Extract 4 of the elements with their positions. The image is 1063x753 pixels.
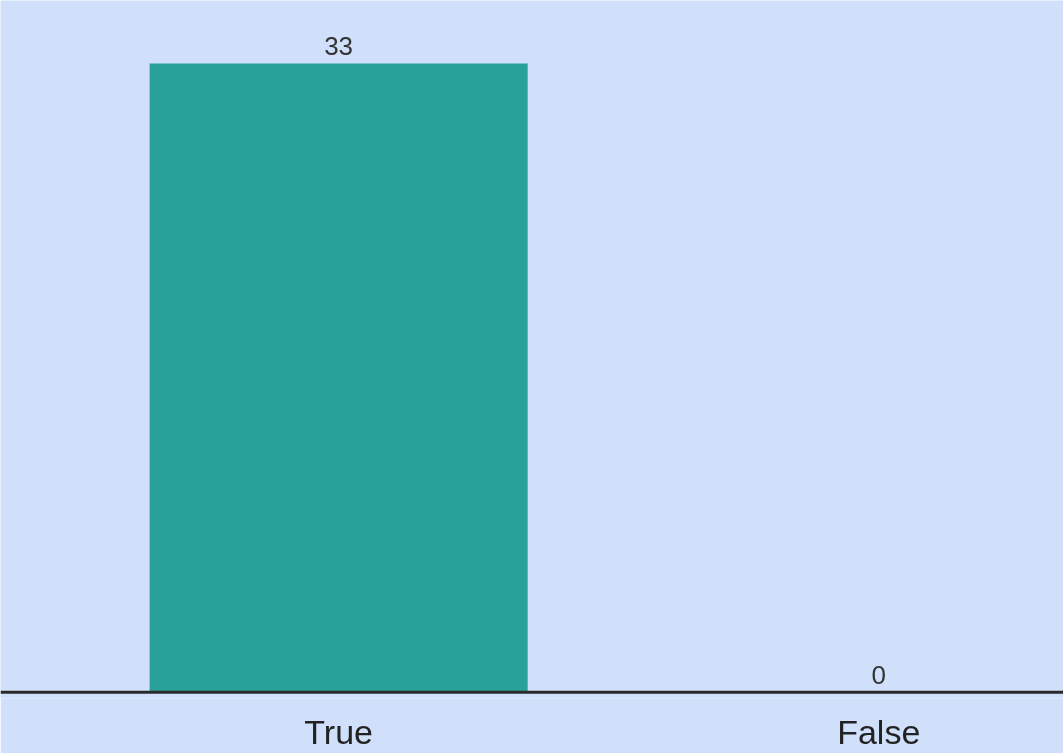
x-tick-label: True — [304, 712, 373, 751]
data-label: 0 — [871, 660, 887, 691]
data-label: 33 — [324, 31, 354, 62]
x-tick-label: False — [837, 712, 921, 751]
